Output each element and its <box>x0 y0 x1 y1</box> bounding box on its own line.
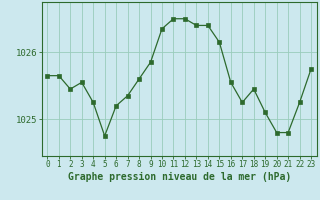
X-axis label: Graphe pression niveau de la mer (hPa): Graphe pression niveau de la mer (hPa) <box>68 172 291 182</box>
